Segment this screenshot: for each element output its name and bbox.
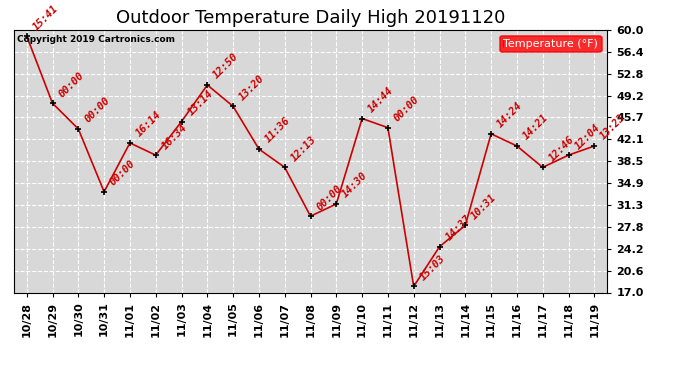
Point (21, 33, 32, 39)
Text: 15:41: 15:41 (31, 3, 60, 32)
Point (150, 152, 161, 158)
Text: 14:44: 14:44 (366, 85, 395, 114)
Point (589, 143, 600, 149)
Point (124, 140, 135, 146)
Point (460, 222, 471, 228)
Point (47, 100, 58, 106)
Point (201, 82, 213, 88)
Text: 12:04: 12:04 (573, 122, 602, 151)
Point (434, 244, 445, 250)
Text: 10:31: 10:31 (469, 192, 499, 221)
Legend: Temperature (°F): Temperature (°F) (500, 36, 602, 52)
Text: 13:23: 13:23 (598, 112, 628, 142)
Title: Outdoor Temperature Daily High 20191120: Outdoor Temperature Daily High 20191120 (116, 9, 505, 27)
Point (538, 164, 549, 170)
Point (486, 131, 497, 137)
Text: 15:03: 15:03 (418, 253, 447, 282)
Text: Copyright 2019 Cartronics.com: Copyright 2019 Cartronics.com (17, 35, 175, 44)
Text: 00:00: 00:00 (108, 159, 137, 188)
Point (357, 116, 368, 122)
Point (305, 213, 316, 219)
Text: 14:37: 14:37 (444, 213, 473, 243)
Point (511, 143, 522, 149)
Text: 00:00: 00:00 (83, 96, 112, 125)
Text: 12:50: 12:50 (211, 52, 241, 81)
Text: 00:00: 00:00 (392, 94, 421, 123)
Point (331, 201, 342, 207)
Point (408, 284, 420, 290)
Text: 13:14: 13:14 (186, 88, 215, 117)
Point (382, 124, 393, 130)
Text: 14:21: 14:21 (521, 112, 550, 142)
Point (253, 146, 264, 152)
Text: 00:00: 00:00 (57, 70, 86, 99)
Point (563, 152, 574, 158)
Text: 00:00: 00:00 (315, 183, 344, 212)
Text: 12:13: 12:13 (289, 134, 318, 163)
Text: 16:14: 16:14 (134, 110, 164, 139)
Text: 14:24: 14:24 (495, 100, 524, 130)
Text: 12:46: 12:46 (547, 134, 576, 163)
Point (99, 189, 110, 195)
Text: 13:20: 13:20 (237, 73, 266, 102)
Text: 11:36: 11:36 (263, 116, 293, 145)
Point (176, 118, 187, 124)
Point (279, 164, 290, 170)
Point (72, 126, 83, 132)
Point (228, 103, 239, 109)
Text: 16:34: 16:34 (160, 122, 189, 151)
Text: 14:30: 14:30 (340, 171, 370, 200)
